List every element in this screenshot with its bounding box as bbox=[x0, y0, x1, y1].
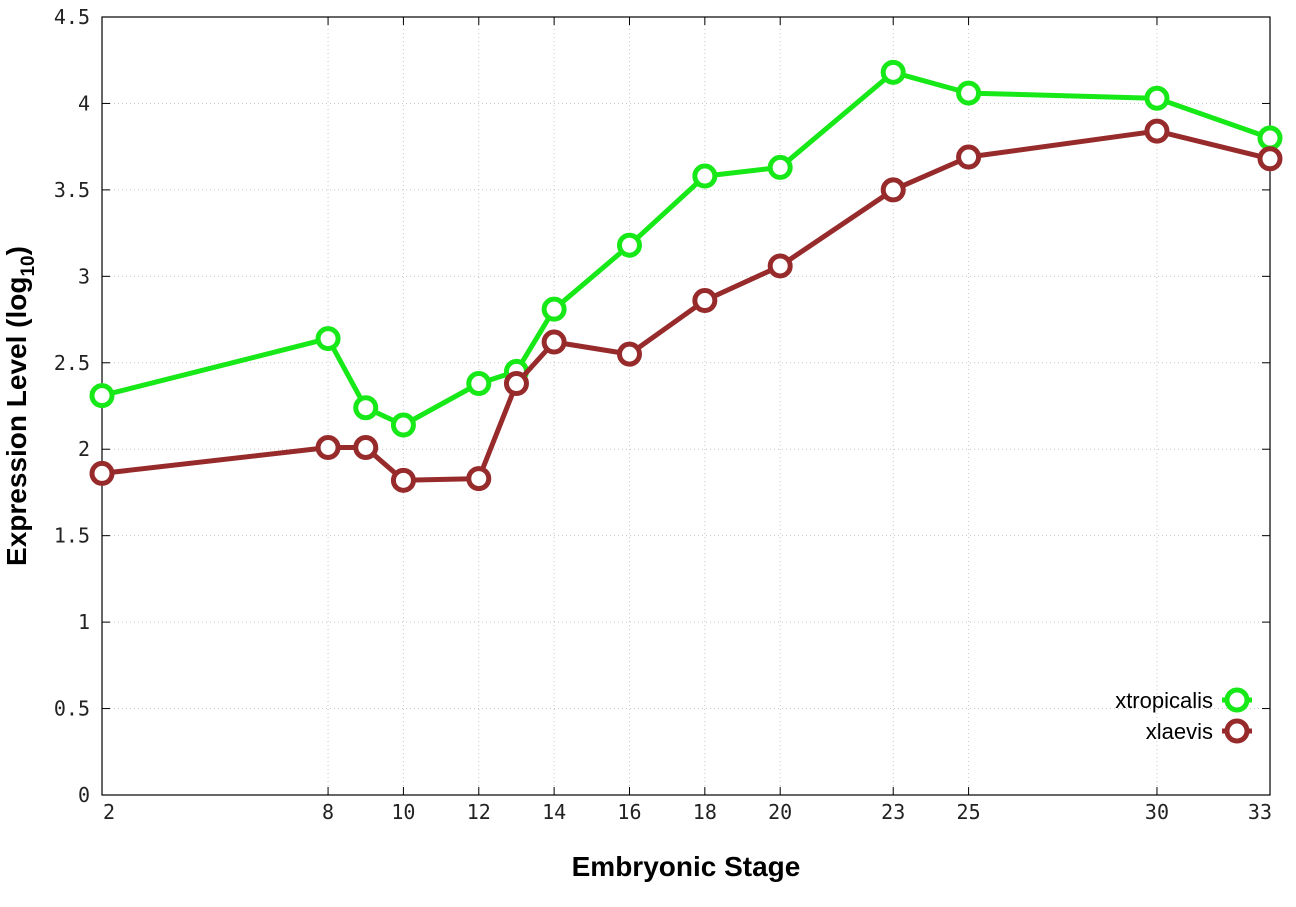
y-axis-title-subscript: 10 bbox=[18, 255, 39, 276]
legend: xtropicalis xlaevis bbox=[1115, 687, 1252, 744]
x-tick-label: 20 bbox=[768, 800, 792, 824]
x-axis-title: Embryonic Stage bbox=[572, 851, 801, 882]
legend-label: xlaevis bbox=[1146, 719, 1213, 744]
legend-item: xlaevis bbox=[1146, 718, 1252, 744]
data-point bbox=[390, 412, 416, 438]
grid-lines bbox=[102, 17, 1270, 795]
series-xlaevis bbox=[89, 118, 1283, 493]
legend-swatch-marker bbox=[1224, 687, 1250, 713]
data-point bbox=[466, 371, 492, 397]
data-point bbox=[315, 434, 341, 460]
legend-swatch-marker bbox=[1224, 718, 1250, 744]
legend-label: xtropicalis bbox=[1115, 688, 1213, 713]
data-point bbox=[1257, 146, 1283, 172]
data-point bbox=[503, 371, 529, 397]
data-point bbox=[89, 460, 115, 486]
y-tick-label: 3.5 bbox=[54, 178, 90, 202]
x-tick-label: 8 bbox=[322, 800, 334, 824]
x-tick-label: 10 bbox=[391, 800, 415, 824]
data-point bbox=[880, 177, 906, 203]
legend-item: xtropicalis bbox=[1115, 687, 1252, 713]
series-lines bbox=[89, 59, 1283, 493]
data-point bbox=[466, 466, 492, 492]
plot-frame bbox=[101, 16, 1271, 796]
x-tick-label: 14 bbox=[542, 800, 566, 824]
data-point bbox=[956, 80, 982, 106]
data-point bbox=[1144, 85, 1170, 111]
x-tick-label: 18 bbox=[693, 800, 717, 824]
y-tick-label: 1 bbox=[78, 610, 90, 634]
axis-ticks: 0 0.5 1 1.5 2 2.5 3 3.5 4 4.5 2 8 10 12 14 16 18 20 23 25 30… bbox=[54, 5, 1272, 824]
x-tick-label: 16 bbox=[617, 800, 641, 824]
data-point bbox=[89, 383, 115, 409]
data-point bbox=[692, 163, 718, 189]
x-tick-label: 25 bbox=[957, 800, 981, 824]
data-point bbox=[315, 326, 341, 352]
data-point bbox=[541, 329, 567, 355]
x-tick-label: 2 bbox=[103, 800, 115, 824]
y-tick-label: 4.5 bbox=[54, 5, 90, 29]
data-point bbox=[541, 296, 567, 322]
y-axis-title-main: Expression Level (log bbox=[1, 277, 32, 566]
series-line bbox=[101, 69, 1271, 428]
data-point bbox=[767, 154, 793, 180]
data-point bbox=[880, 59, 906, 85]
x-tick-label: 12 bbox=[467, 800, 491, 824]
data-point bbox=[390, 467, 416, 493]
y-tick-label: 0.5 bbox=[54, 697, 90, 721]
y-tick-label: 3 bbox=[78, 264, 90, 288]
data-point bbox=[956, 144, 982, 170]
data-point bbox=[353, 434, 379, 460]
data-point bbox=[767, 253, 793, 279]
x-tick-label: 30 bbox=[1145, 800, 1169, 824]
data-point bbox=[1257, 125, 1283, 151]
y-tick-label: 1.5 bbox=[54, 524, 90, 548]
data-point bbox=[616, 341, 642, 367]
data-point bbox=[616, 232, 642, 258]
y-tick-label: 0 bbox=[78, 783, 90, 807]
y-tick-label: 4 bbox=[78, 91, 90, 115]
data-point bbox=[353, 395, 379, 421]
series-xtropicalis bbox=[89, 59, 1283, 438]
x-tick-label: 23 bbox=[881, 800, 905, 824]
y-tick-label: 2.5 bbox=[54, 351, 90, 375]
series-line bbox=[101, 128, 1271, 483]
y-tick-label: 2 bbox=[78, 437, 90, 461]
y-axis-title: Expression Level (log10) bbox=[1, 246, 39, 566]
data-point bbox=[692, 288, 718, 314]
x-tick-label: 33 bbox=[1248, 800, 1272, 824]
y-axis-title-end: ) bbox=[1, 246, 32, 255]
data-point bbox=[1144, 118, 1170, 144]
